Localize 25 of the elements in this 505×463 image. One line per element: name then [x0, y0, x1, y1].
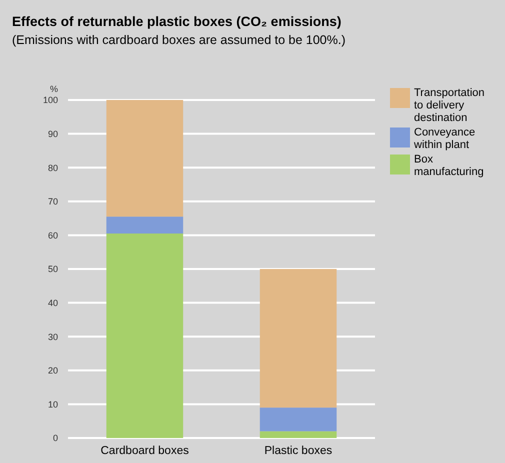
y-tick-label: 0: [52, 433, 58, 444]
bar: [106, 216, 184, 234]
chart-subtitle: (Emissions with cardboard boxes are assumed to be 100%.): [12, 33, 346, 47]
y-tick-label: 90: [48, 128, 58, 139]
bar: [106, 100, 184, 217]
bar: [260, 269, 337, 408]
y-tick-label: 30: [48, 332, 58, 342]
y-tick-label: 20: [48, 366, 58, 376]
y-tick-label: 50: [48, 264, 58, 274]
y-tick-label: 80: [48, 162, 58, 173]
y-tick-label: 40: [48, 298, 58, 308]
y-tick-label: 70: [48, 196, 58, 207]
legend-label: Transportation to delivery destination: [414, 87, 485, 124]
legend-label: Box manufacturing: [414, 154, 484, 178]
chart-title: Effects of returnable plastic boxes (CO₂ emissions): [12, 14, 342, 29]
y-tick-label: 10: [48, 399, 58, 410]
x-tick-label: Plastic boxes: [264, 445, 332, 457]
y-axis-title: %: [50, 84, 58, 94]
bar: [260, 431, 337, 438]
bar: [260, 408, 337, 432]
y-tick-label: 100: [42, 95, 58, 106]
x-tick-label: Cardboard boxes: [100, 445, 190, 457]
y-tick-label: 60: [48, 230, 58, 240]
legend-label: Conveyance within plant: [413, 126, 476, 151]
bar: [106, 234, 184, 438]
